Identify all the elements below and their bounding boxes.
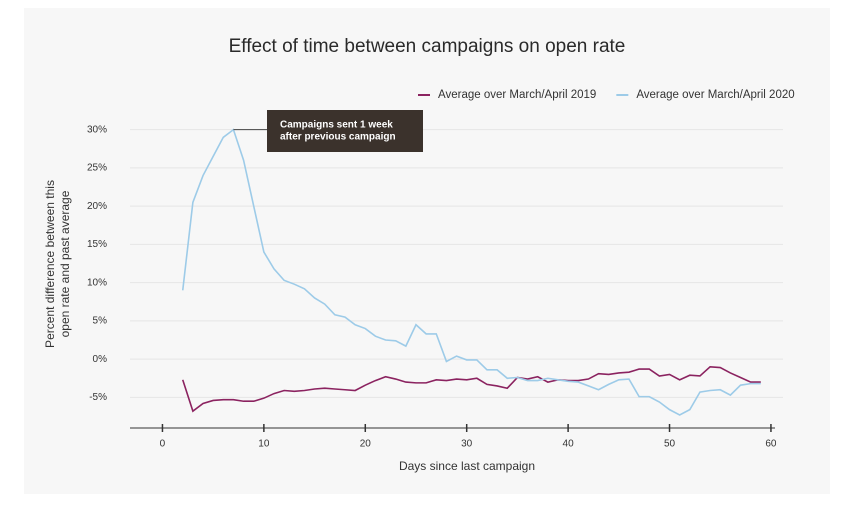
- x-tick-label: 60: [765, 439, 777, 450]
- x-tick-label: 10: [258, 439, 270, 450]
- legend-label: Average over March/April 2019: [438, 89, 596, 101]
- annotation-text: Campaigns sent 1 week: [280, 120, 393, 131]
- chart-title: Effect of time between campaigns on open…: [229, 36, 626, 57]
- panel: [24, 8, 830, 494]
- x-tick-label: 50: [664, 439, 676, 450]
- y-axis-label-line: open rate and past average: [58, 190, 72, 337]
- series-line: [181, 128, 761, 416]
- x-tick-label: 20: [360, 439, 372, 450]
- y-tick-label: 25%: [87, 163, 107, 174]
- y-tick-label: 5%: [93, 316, 108, 327]
- annotation-box: [267, 110, 423, 152]
- y-tick-label: 30%: [87, 124, 107, 135]
- x-tick-label: 40: [563, 439, 575, 450]
- y-tick-label: -5%: [89, 392, 107, 403]
- legend-label: Average over March/April 2020: [636, 89, 794, 101]
- y-tick-label: 15%: [87, 239, 107, 250]
- x-tick-label: 30: [461, 439, 473, 450]
- series-line: [181, 365, 761, 413]
- annotation-text: after previous campaign: [280, 132, 396, 143]
- y-axis-label-line: Percent difference between this: [43, 180, 57, 348]
- y-tick-label: 20%: [87, 201, 107, 212]
- x-axis-label: Days since last campaign: [399, 459, 535, 473]
- x-tick-label: 0: [160, 439, 166, 450]
- y-tick-label: 0%: [93, 354, 108, 365]
- y-tick-label: 10%: [87, 277, 107, 288]
- y-axis-label: Percent difference between this open rat…: [43, 180, 72, 348]
